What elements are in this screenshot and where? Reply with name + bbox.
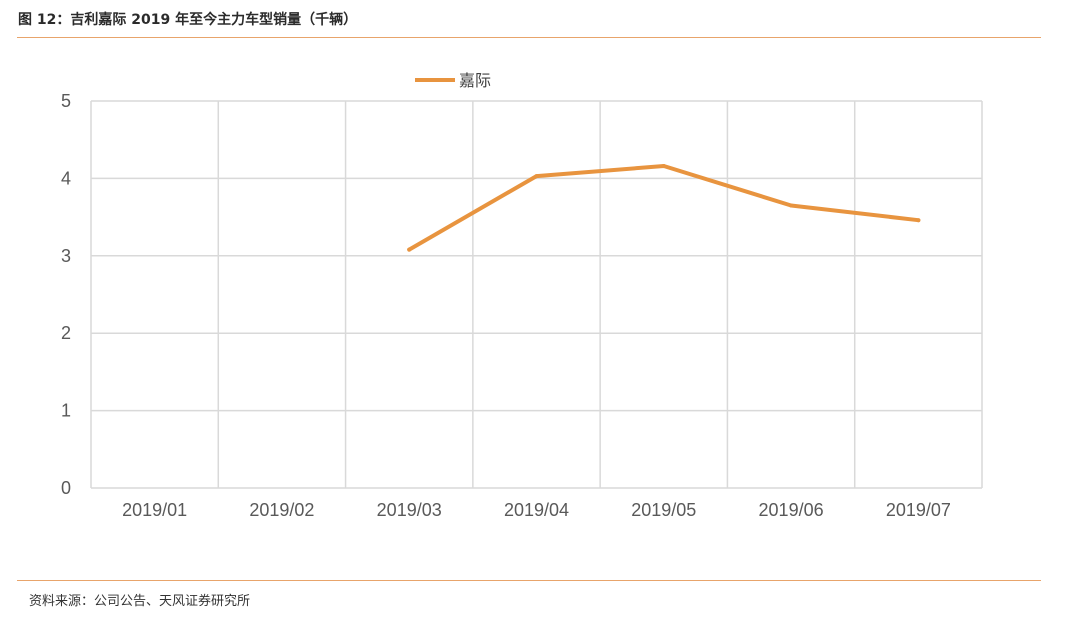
x-tick-label: 2019/06 [759, 500, 824, 520]
source-rule [17, 580, 1041, 581]
y-tick-label: 0 [61, 478, 71, 498]
figure-title: 图 12：吉利嘉际 2019 年至今主力车型销量（千辆） [18, 12, 358, 28]
x-tick-label: 2019/01 [122, 500, 187, 520]
x-tick-label: 2019/05 [631, 500, 696, 520]
data-point [661, 164, 666, 169]
data-point [534, 174, 539, 179]
title-rule [17, 37, 1041, 38]
legend-label: 嘉际 [459, 71, 491, 90]
data-point [407, 247, 412, 252]
y-tick-label: 4 [61, 168, 71, 188]
source-note: 资料来源：公司公告、天风证券研究所 [29, 594, 251, 609]
data-point [916, 218, 921, 223]
legend: 嘉际 [415, 71, 491, 90]
y-tick-label: 2 [61, 323, 71, 343]
y-tick-label: 1 [61, 401, 71, 421]
series-layer [407, 164, 921, 252]
y-tick-label: 5 [61, 91, 71, 111]
y-tick-label: 3 [61, 246, 71, 266]
x-axis: 2019/01 2019/02 2019/03 2019/04 2019/05 2019/… [122, 500, 951, 520]
y-axis: 0 1 2 3 4 5 [61, 91, 71, 498]
x-tick-label: 2019/02 [249, 500, 314, 520]
data-point [789, 203, 794, 208]
x-tick-label: 2019/03 [377, 500, 442, 520]
x-tick-label: 2019/07 [886, 500, 951, 520]
x-tick-label: 2019/04 [504, 500, 569, 520]
chart-grid [90, 100, 983, 489]
